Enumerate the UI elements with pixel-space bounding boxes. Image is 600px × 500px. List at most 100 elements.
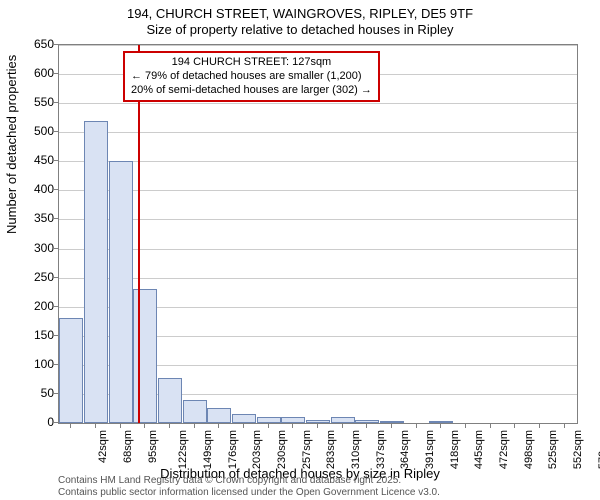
ytick-mark (54, 306, 58, 307)
xtick-label: 149sqm (202, 430, 214, 469)
gridline (59, 249, 577, 250)
ytick-label: 100 (14, 357, 54, 371)
histogram-bar (306, 420, 330, 423)
xtick-mark (564, 424, 565, 428)
xtick-mark (539, 424, 540, 428)
histogram-bar (207, 408, 231, 423)
histogram-bar (281, 417, 305, 423)
ytick-label: 150 (14, 328, 54, 342)
ytick-label: 400 (14, 182, 54, 196)
ytick-label: 250 (14, 270, 54, 284)
gridline (59, 103, 577, 104)
ytick-label: 500 (14, 124, 54, 138)
histogram-bar (257, 417, 281, 423)
xtick-mark (194, 424, 195, 428)
xtick-mark (416, 424, 417, 428)
xtick-mark (95, 424, 96, 428)
ytick-mark (54, 364, 58, 365)
plot-area: 194 CHURCH STREET: 127sqm ← 79% of detac… (58, 44, 578, 424)
ytick-mark (54, 189, 58, 190)
gridline (59, 161, 577, 162)
ytick-mark (54, 44, 58, 45)
annotation-title: 194 CHURCH STREET: 127sqm (131, 56, 372, 70)
ytick-label: 350 (14, 211, 54, 225)
gridline (59, 190, 577, 191)
xtick-label: 337sqm (375, 430, 387, 469)
annotation-box: 194 CHURCH STREET: 127sqm ← 79% of detac… (123, 51, 380, 102)
xtick-mark (317, 424, 318, 428)
ytick-label: 450 (14, 153, 54, 167)
histogram-bar (232, 414, 256, 423)
attribution-line2: Contains public sector information licen… (58, 487, 440, 499)
ytick-mark (54, 160, 58, 161)
xtick-mark (465, 424, 466, 428)
gridline (59, 219, 577, 220)
xtick-label: 391sqm (424, 430, 436, 469)
xtick-label: 203sqm (251, 430, 263, 469)
xtick-mark (440, 424, 441, 428)
address-title: 194, CHURCH STREET, WAINGROVES, RIPLEY, … (0, 6, 600, 22)
histogram-bar (355, 420, 379, 423)
xtick-label: 176sqm (227, 430, 239, 469)
histogram-bar (109, 161, 133, 423)
ytick-label: 200 (14, 299, 54, 313)
xtick-mark (268, 424, 269, 428)
histogram-bar (133, 289, 157, 423)
ytick-label: 300 (14, 241, 54, 255)
xtick-mark (514, 424, 515, 428)
gridline (59, 45, 577, 46)
xtick-mark (120, 424, 121, 428)
chart-subtitle: Size of property relative to detached ho… (0, 22, 600, 38)
ytick-label: 550 (14, 95, 54, 109)
xtick-label: 418sqm (449, 430, 461, 469)
xtick-mark (342, 424, 343, 428)
xtick-label: 445sqm (473, 430, 485, 469)
ytick-mark (54, 218, 58, 219)
ytick-mark (54, 277, 58, 278)
gridline (59, 278, 577, 279)
histogram-bar (59, 318, 83, 423)
ytick-mark (54, 422, 58, 423)
xtick-label: 257sqm (301, 430, 313, 469)
histogram-bar (429, 421, 453, 423)
xtick-mark (391, 424, 392, 428)
xtick-mark (144, 424, 145, 428)
xtick-label: 122sqm (177, 430, 189, 469)
xtick-label: 498sqm (523, 430, 535, 469)
ytick-mark (54, 131, 58, 132)
xtick-label: 472sqm (498, 430, 510, 469)
xtick-label: 310sqm (350, 430, 362, 469)
xtick-mark (218, 424, 219, 428)
xtick-label: 283sqm (325, 430, 337, 469)
histogram-bar (331, 417, 355, 423)
xtick-label: 42sqm (97, 430, 109, 463)
ytick-label: 600 (14, 66, 54, 80)
y-axis-label: Number of detached properties (4, 55, 19, 234)
xtick-mark (490, 424, 491, 428)
histogram-bar (380, 421, 404, 423)
xtick-mark (292, 424, 293, 428)
xtick-mark (366, 424, 367, 428)
xtick-label: 525sqm (547, 430, 559, 469)
xtick-label: 552sqm (572, 430, 584, 469)
ytick-label: 650 (14, 37, 54, 51)
attribution-text: Contains HM Land Registry data © Crown c… (58, 475, 440, 498)
ytick-mark (54, 102, 58, 103)
annotation-line1: ← 79% of detached houses are smaller (1,… (131, 70, 372, 84)
histogram-bar (158, 378, 182, 423)
ytick-label: 50 (14, 386, 54, 400)
xtick-mark (169, 424, 170, 428)
ytick-mark (54, 335, 58, 336)
xtick-label: 68sqm (122, 430, 134, 463)
histogram-bar (183, 400, 207, 423)
chart-title-block: 194, CHURCH STREET, WAINGROVES, RIPLEY, … (0, 6, 600, 39)
ytick-mark (54, 393, 58, 394)
ytick-mark (54, 248, 58, 249)
histogram-bar (84, 121, 108, 423)
xtick-mark (243, 424, 244, 428)
xtick-label: 230sqm (276, 430, 288, 469)
annotation-line2: 20% of semi-detached houses are larger (… (131, 84, 372, 98)
xtick-mark (70, 424, 71, 428)
ytick-label: 0 (14, 415, 54, 429)
attribution-line1: Contains HM Land Registry data © Crown c… (58, 475, 440, 487)
